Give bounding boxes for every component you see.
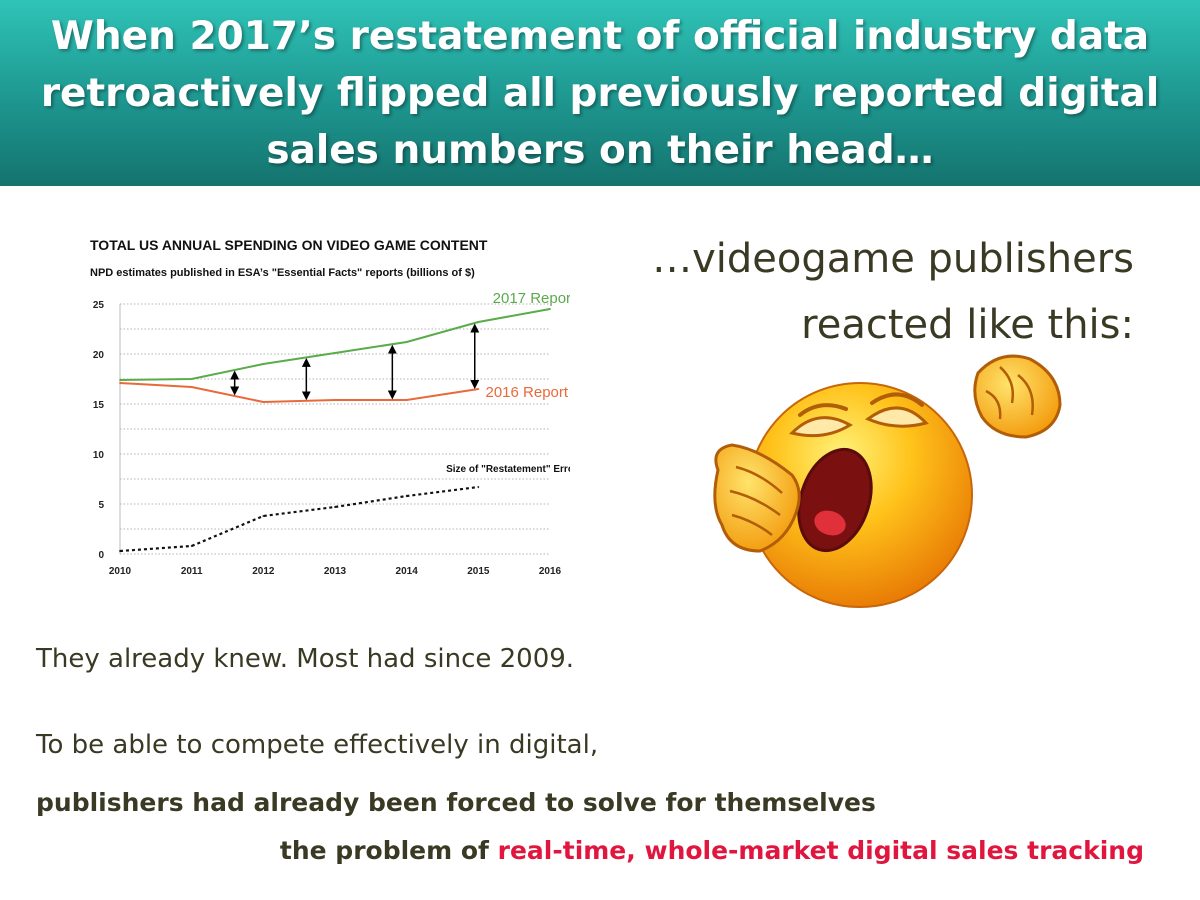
x-tick-label: 2014 [396,566,419,577]
data-point [405,341,408,343]
data-point [119,382,121,384]
data-point [477,486,480,488]
body-line-1: They already knew. Most had since 2009. [36,644,575,674]
chart-svg: TOTAL US ANNUAL SPENDING ON VIDEO GAME C… [90,237,570,577]
data-point [119,379,121,381]
y-tick-label: 0 [98,550,104,561]
series-line [119,382,479,404]
body-line-2: To be able to compete effectively in dig… [36,730,599,760]
data-point [190,545,193,547]
data-point [477,388,480,390]
data-point [405,495,408,497]
x-tick-label: 2015 [467,566,490,577]
data-point [119,550,121,552]
reaction-line-2: reacted like this: [801,302,1134,348]
data-point [190,386,193,388]
y-tick-label: 25 [93,300,105,311]
body-line-4: the problem of real-time, whole-market d… [280,836,1144,865]
yawning-face-icon [713,354,1062,608]
data-point [190,378,193,380]
data-point [334,399,336,401]
headline: When 2017’s restatement of official indu… [40,13,1160,173]
y-tick-label: 15 [93,400,105,411]
reaction-line-1: …videogame publishers [652,236,1134,282]
series-label-2017: 2017 Report [493,290,570,307]
reaction-caption: …videogame publishers reacted like this: [652,226,1134,358]
chart-subtitle: NPD estimates published in ESA’s "Essent… [90,267,475,279]
data-point [262,363,265,365]
data-point [334,352,336,354]
series-label-2016: 2016 Report [486,384,569,401]
x-tick-label: 2010 [109,566,132,577]
x-tick-label: 2012 [252,566,275,577]
x-tick-label: 2016 [539,566,562,577]
y-tick-label: 5 [98,500,104,511]
y-tick-label: 10 [93,450,105,461]
spending-chart: TOTAL US ANNUAL SPENDING ON VIDEO GAME C… [80,226,570,586]
series-line [119,308,551,381]
data-point [262,401,265,403]
data-point [405,399,408,401]
y-tick-label: 20 [93,350,105,361]
series-label-error: Size of "Restatement" Error [446,464,570,475]
data-point [262,515,265,517]
body-line-4-prefix: the problem of [279,836,498,865]
body-line-4-highlight: real-time, whole-market digital sales tr… [497,836,1144,865]
x-tick-label: 2011 [181,566,203,577]
chart-title: TOTAL US ANNUAL SPENDING ON VIDEO GAME C… [90,237,488,253]
series-line [119,485,479,553]
header-banner: When 2017’s restatement of official indu… [0,0,1200,186]
body-line-3: publishers had already been forced to so… [36,788,876,817]
x-tick-label: 2013 [324,566,347,577]
data-point [549,308,551,310]
data-point [334,506,336,508]
data-point [477,321,480,323]
